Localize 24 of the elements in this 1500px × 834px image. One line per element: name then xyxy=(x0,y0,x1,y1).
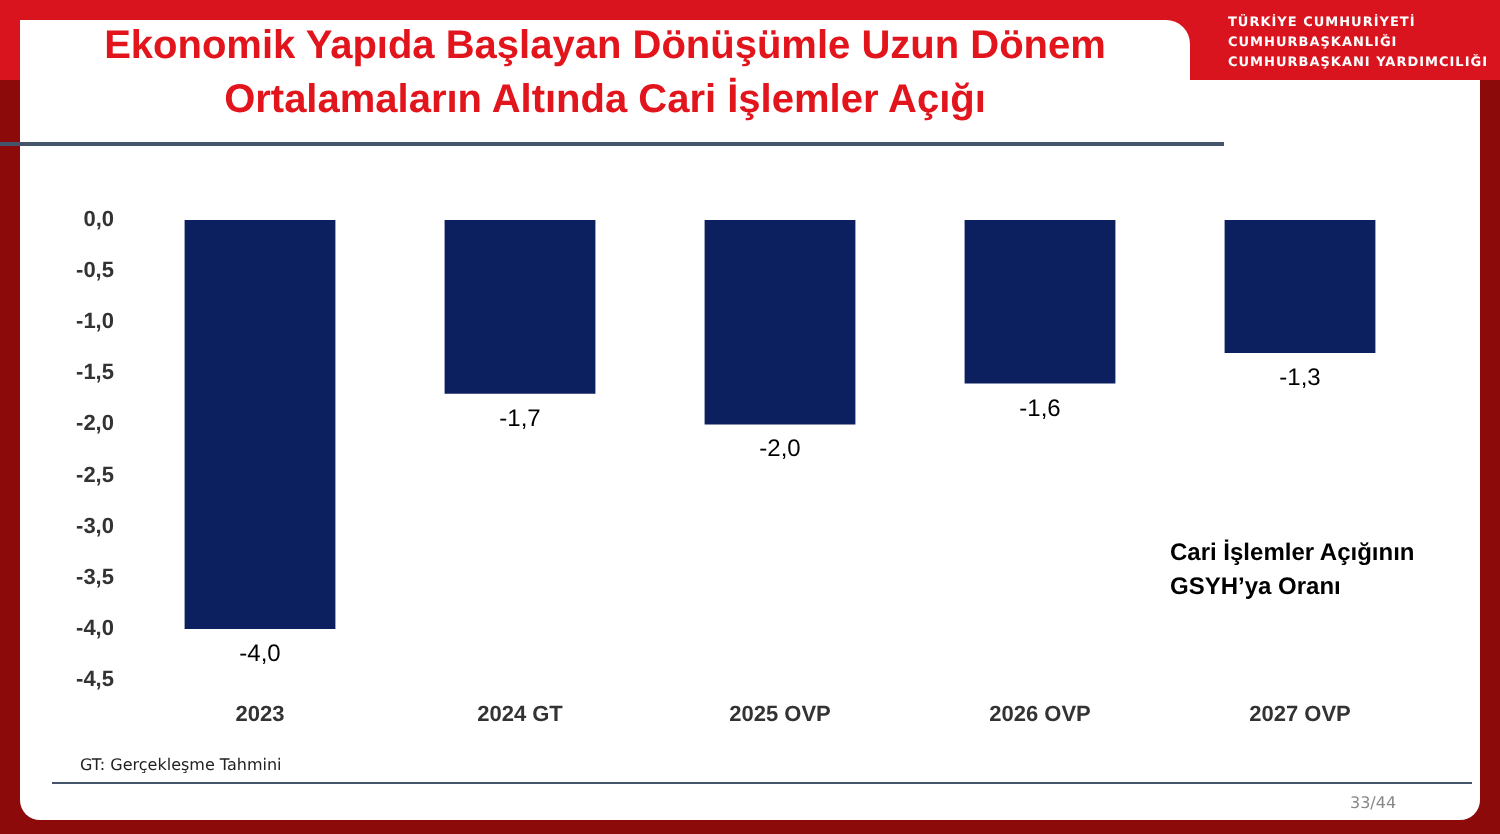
y-tick-label: -3,0 xyxy=(76,514,114,539)
x-tick-label: 2025 OVP xyxy=(729,703,831,727)
data-label: -1,7 xyxy=(499,403,542,432)
y-tick-label: -3,5 xyxy=(76,565,114,590)
x-tick-label: 2027 OVP xyxy=(1249,703,1351,727)
chart-title: Ekonomik Yapıda Başlayan Dönüşümle Uzun Dönem Ortalamaların Altında Cari İşlemler Açığı xyxy=(20,20,1190,140)
text: 33/44 xyxy=(1350,794,1397,812)
x-tick-label: 2024 GT xyxy=(477,703,564,727)
y-tick-label: -2,0 xyxy=(76,412,114,437)
y-tick-label: -1,0 xyxy=(76,310,114,335)
text: GT: Gerçekleşme Tahmini xyxy=(80,756,282,774)
x-tick-label: 2023 xyxy=(235,703,285,727)
y-tick-label: -1,5 xyxy=(76,361,114,386)
data-label: -4,0 xyxy=(239,638,282,667)
data-label: -1,3 xyxy=(1279,362,1322,391)
y-tick-label: -0,5 xyxy=(76,259,114,284)
annotation: Cari İşlemler Açığının GSYH’ya Oranı xyxy=(1170,536,1415,604)
y-tick-label: -2,5 xyxy=(76,463,114,488)
data-label: -2,0 xyxy=(759,434,802,463)
y-tick-label: 0,0 xyxy=(83,208,114,232)
y-tick-label: -4,0 xyxy=(76,616,114,641)
data-label: -1,6 xyxy=(1019,393,1062,422)
x-tick-label: 2026 OVP xyxy=(989,703,1091,727)
y-tick-label: -4,5 xyxy=(76,668,114,692)
